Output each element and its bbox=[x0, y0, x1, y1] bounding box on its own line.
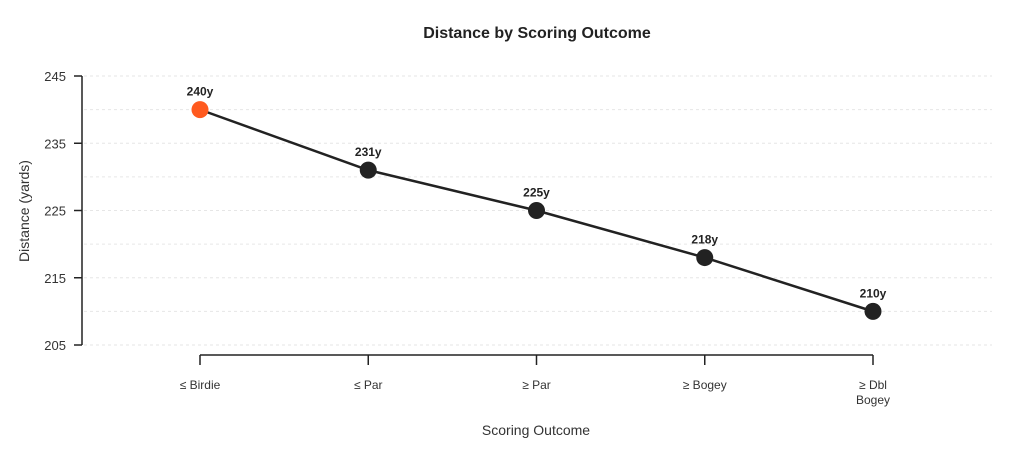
y-tick-label: 205 bbox=[44, 338, 66, 353]
x-tick-label: ≥ Par bbox=[522, 378, 551, 392]
data-point-highlight bbox=[191, 101, 209, 119]
data-point bbox=[359, 161, 377, 179]
x-axis-label: Scoring Outcome bbox=[482, 422, 590, 438]
y-tick-label: 225 bbox=[44, 204, 66, 219]
x-axis: ≤ Birdie ≤ Par ≥ Par ≥ Bogey ≥ Dbl Bogey bbox=[180, 354, 890, 407]
x-tick-label: ≤ Par bbox=[354, 378, 383, 392]
gridlines bbox=[84, 75, 992, 346]
data-series: 240y 231y 225y 218y 210y bbox=[187, 85, 887, 320]
data-label: 210y bbox=[860, 286, 887, 300]
data-point bbox=[528, 202, 545, 219]
y-axis: 205 215 225 235 245 bbox=[44, 69, 83, 353]
data-label: 225y bbox=[523, 186, 550, 200]
y-tick-label: 245 bbox=[44, 69, 66, 84]
y-tick-label: 235 bbox=[44, 136, 66, 151]
chart-title: Distance by Scoring Outcome bbox=[423, 25, 651, 42]
data-label: 240y bbox=[187, 85, 214, 99]
y-axis-label: Distance (yards) bbox=[16, 160, 32, 262]
data-label: 218y bbox=[691, 233, 718, 247]
x-tick-label: ≤ Birdie bbox=[180, 378, 221, 392]
data-label: 231y bbox=[355, 145, 382, 159]
data-point bbox=[864, 302, 882, 320]
y-tick-label: 215 bbox=[44, 271, 66, 286]
data-point bbox=[696, 249, 714, 267]
x-tick-label: ≥ Bogey bbox=[683, 378, 727, 392]
x-tick-label: ≥ Dbl Bogey bbox=[856, 378, 890, 407]
